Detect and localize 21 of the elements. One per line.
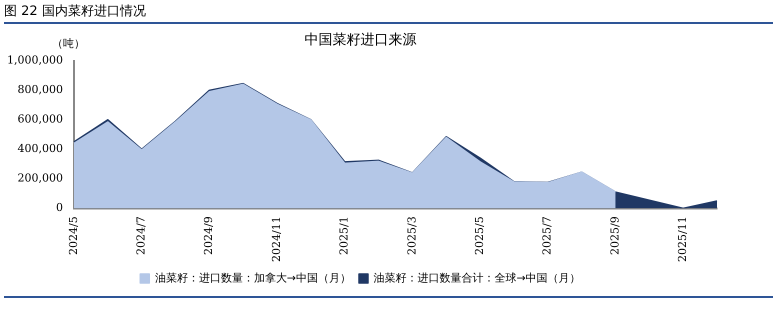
x-tick-label: 2024/11	[270, 216, 283, 262]
y-tick-label: 200,000	[17, 172, 63, 185]
chart-title: 中国菜籽进口来源	[304, 32, 416, 48]
legend-label: 油菜籽：进口数量：加拿大→中国（月）	[154, 271, 351, 284]
x-tick-label: 2025/1	[338, 216, 351, 256]
y-tick-label: 400,000	[17, 142, 63, 156]
x-tick-label: 2024/7	[134, 216, 148, 256]
x-tick-label: 2024/5	[66, 216, 80, 256]
y-tick-label: 1,000,000	[7, 54, 63, 67]
x-tick-label: 2025/5	[472, 216, 486, 256]
y-axis-title: （吨）	[52, 36, 85, 51]
y-tick-label: 600,000	[17, 112, 63, 126]
caption: 图 22 国内菜籽进口情况	[4, 2, 773, 24]
x-tick-label: 2025/7	[540, 216, 554, 256]
y-tick-label: 800,000	[17, 83, 63, 96]
x-tick-label: 2025/9	[608, 216, 622, 256]
x-tick-label: 2025/11	[676, 216, 690, 262]
x-tick-label: 2024/9	[202, 216, 216, 256]
y-tick-label: 0	[56, 201, 63, 214]
x-tick-label: 2025/3	[405, 216, 418, 256]
legend-label: 油菜籽：进口数量合计：全球→中国（月）	[374, 271, 581, 284]
